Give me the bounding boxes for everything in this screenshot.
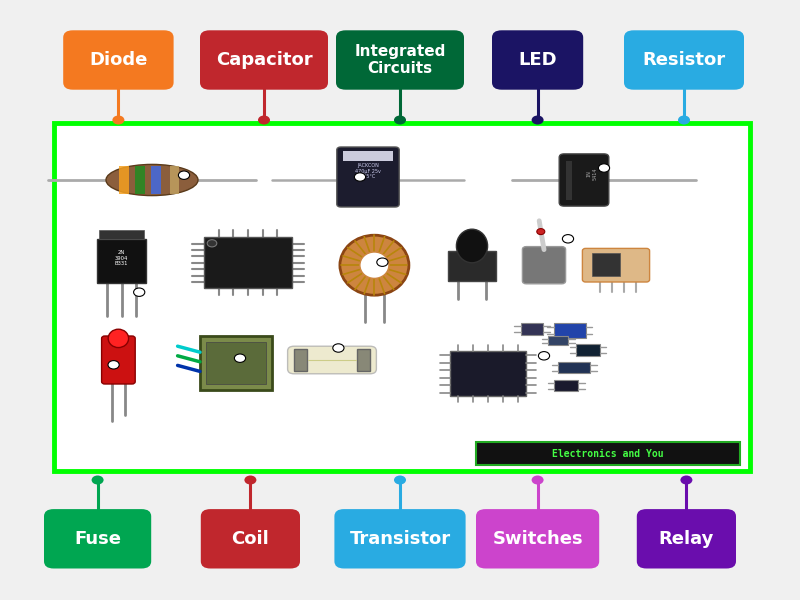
Text: Transistor: Transistor — [350, 530, 450, 548]
FancyBboxPatch shape — [288, 346, 376, 374]
Bar — [204, 237, 292, 288]
Text: 2N
3904
B331: 2N 3904 B331 — [115, 250, 128, 266]
Circle shape — [531, 475, 544, 485]
Ellipse shape — [108, 329, 129, 347]
Ellipse shape — [106, 164, 198, 196]
Circle shape — [134, 288, 145, 296]
Bar — [554, 323, 586, 338]
FancyBboxPatch shape — [200, 30, 328, 89]
Text: 1N
5414: 1N 5414 — [586, 168, 598, 180]
Circle shape — [354, 173, 366, 181]
Circle shape — [234, 354, 246, 362]
Bar — [476, 442, 740, 465]
Bar — [566, 160, 572, 199]
Bar — [206, 342, 266, 384]
Bar — [450, 351, 526, 396]
Bar — [549, 336, 569, 345]
Bar — [200, 336, 272, 390]
Circle shape — [112, 115, 125, 124]
FancyBboxPatch shape — [337, 147, 399, 207]
Bar — [592, 253, 620, 276]
Circle shape — [245, 475, 256, 485]
Bar — [343, 151, 393, 161]
Circle shape — [678, 115, 690, 124]
Text: Electronics and You: Electronics and You — [552, 449, 664, 458]
Circle shape — [207, 239, 217, 247]
Ellipse shape — [340, 235, 409, 295]
FancyBboxPatch shape — [63, 30, 174, 89]
Circle shape — [680, 475, 692, 485]
Bar — [576, 344, 600, 356]
FancyBboxPatch shape — [522, 247, 566, 284]
Circle shape — [598, 164, 610, 172]
Text: Switches: Switches — [492, 530, 583, 548]
Circle shape — [394, 115, 406, 124]
Bar — [521, 323, 543, 335]
Bar — [135, 166, 145, 194]
Circle shape — [333, 344, 344, 352]
Circle shape — [531, 115, 544, 124]
Text: Relay: Relay — [658, 530, 714, 548]
Bar — [170, 166, 179, 194]
FancyBboxPatch shape — [102, 336, 135, 384]
Bar — [119, 166, 129, 194]
FancyBboxPatch shape — [336, 30, 464, 89]
Text: LED: LED — [518, 51, 557, 69]
FancyBboxPatch shape — [582, 248, 650, 282]
Circle shape — [538, 352, 550, 360]
Text: JACKCON
470μF 25v
105°C: JACKCON 470μF 25v 105°C — [355, 163, 381, 179]
Circle shape — [258, 115, 270, 124]
FancyBboxPatch shape — [637, 509, 736, 569]
Bar — [558, 362, 590, 373]
Bar — [294, 349, 307, 371]
FancyBboxPatch shape — [476, 509, 599, 569]
Circle shape — [108, 361, 119, 369]
Circle shape — [91, 475, 104, 485]
Bar — [554, 380, 578, 391]
Bar — [151, 166, 161, 194]
FancyBboxPatch shape — [559, 154, 609, 206]
FancyBboxPatch shape — [44, 509, 151, 569]
FancyBboxPatch shape — [54, 123, 750, 471]
Circle shape — [537, 229, 545, 235]
Text: Resistor: Resistor — [642, 51, 726, 69]
FancyBboxPatch shape — [201, 509, 300, 569]
Circle shape — [394, 475, 406, 485]
Text: Diode: Diode — [90, 51, 147, 69]
Ellipse shape — [456, 229, 488, 263]
FancyBboxPatch shape — [492, 30, 583, 89]
Circle shape — [377, 258, 388, 266]
Bar — [99, 230, 144, 239]
Bar — [357, 349, 370, 371]
Text: Coil: Coil — [231, 530, 270, 548]
Ellipse shape — [360, 252, 389, 278]
Text: Integrated
Circuits: Integrated Circuits — [354, 44, 446, 76]
Bar — [448, 251, 496, 281]
Text: Capacitor: Capacitor — [216, 51, 312, 69]
Text: Fuse: Fuse — [74, 530, 121, 548]
Bar — [97, 239, 146, 283]
FancyBboxPatch shape — [334, 509, 466, 569]
FancyBboxPatch shape — [624, 30, 744, 89]
Circle shape — [562, 235, 574, 243]
Circle shape — [178, 171, 190, 179]
